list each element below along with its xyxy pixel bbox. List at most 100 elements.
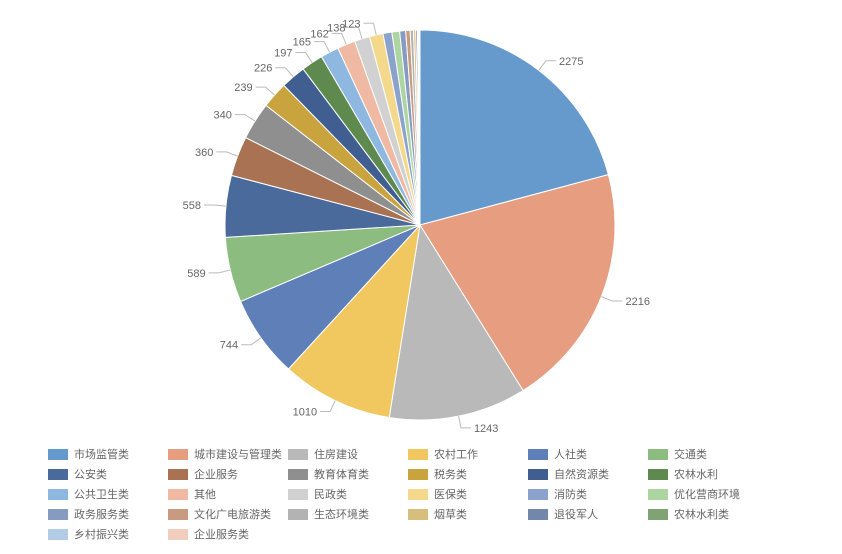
legend-swatch bbox=[528, 509, 548, 520]
legend-item: 消防类 bbox=[528, 486, 648, 502]
leader-line bbox=[364, 23, 377, 35]
leader-line bbox=[204, 205, 226, 206]
legend-item: 烟草类 bbox=[408, 506, 528, 522]
legend-item: 优化营商环境 bbox=[648, 486, 768, 502]
legend-swatch bbox=[288, 449, 308, 460]
slice-value-label: 1243 bbox=[474, 423, 498, 435]
leader-line bbox=[601, 297, 622, 301]
slice-value-label: 162 bbox=[310, 28, 328, 40]
legend-swatch bbox=[48, 469, 68, 480]
legend-swatch bbox=[528, 489, 548, 500]
legend-label: 乡村振兴类 bbox=[74, 526, 129, 542]
legend-item: 民政类 bbox=[288, 486, 408, 502]
legend: 市场监管类 城市建设与管理类 住房建设 农村工作 人社类 交通类公安类 企业服务 教育体育类 税… bbox=[48, 446, 808, 546]
legend-label: 消防类 bbox=[554, 486, 587, 502]
slice-value-label: 1010 bbox=[293, 406, 317, 418]
slice-value-label: 197 bbox=[274, 48, 292, 60]
legend-item: 企业服务 bbox=[168, 466, 288, 482]
legend-swatch bbox=[48, 489, 68, 500]
leader-line bbox=[314, 42, 330, 53]
legend-swatch bbox=[168, 449, 188, 460]
legend-item: 公共卫生类 bbox=[48, 486, 168, 502]
legend-label: 公安类 bbox=[74, 466, 107, 482]
slice-value-label: 2216 bbox=[626, 296, 650, 308]
legend-item: 住房建设 bbox=[288, 446, 408, 462]
legend-label: 退役军人 bbox=[554, 506, 598, 522]
legend-item: 公安类 bbox=[48, 466, 168, 482]
legend-swatch bbox=[48, 529, 68, 540]
slice-value-label: 589 bbox=[187, 268, 205, 280]
legend-swatch bbox=[288, 469, 308, 480]
legend-label: 生态环境类 bbox=[314, 506, 369, 522]
legend-item: 市场监管类 bbox=[48, 446, 168, 462]
legend-swatch bbox=[48, 449, 68, 460]
legend-label: 教育体育类 bbox=[314, 466, 369, 482]
leader-line bbox=[241, 338, 261, 345]
legend-swatch bbox=[288, 509, 308, 520]
leader-line bbox=[256, 87, 275, 95]
legend-item: 税务类 bbox=[408, 466, 528, 482]
legend-label: 交通类 bbox=[674, 446, 707, 462]
legend-item: 农林水利类 bbox=[648, 506, 768, 522]
legend-label: 市场监管类 bbox=[74, 446, 129, 462]
legend-swatch bbox=[408, 469, 428, 480]
legend-label: 税务类 bbox=[434, 466, 467, 482]
slice-value-label: 340 bbox=[214, 110, 232, 122]
slice-value-label: 226 bbox=[254, 63, 272, 75]
legend-item: 农林水利 bbox=[648, 466, 768, 482]
slice-value-label: 744 bbox=[220, 340, 238, 352]
legend-swatch bbox=[168, 469, 188, 480]
legend-swatch bbox=[408, 489, 428, 500]
legend-label: 自然资源类 bbox=[554, 466, 609, 482]
legend-swatch bbox=[168, 529, 188, 540]
legend-label: 政务服务类 bbox=[74, 506, 129, 522]
leader-line bbox=[275, 68, 293, 77]
leader-line bbox=[320, 401, 335, 412]
legend-label: 烟草类 bbox=[434, 506, 467, 522]
legend-swatch bbox=[528, 449, 548, 460]
legend-label: 企业服务类 bbox=[194, 526, 249, 542]
legend-item: 自然资源类 bbox=[528, 466, 648, 482]
pie-slice bbox=[419, 30, 420, 225]
leader-line bbox=[235, 115, 255, 121]
legend-swatch bbox=[408, 449, 428, 460]
pie-chart-container: 2275 2216 1243 1010 744 589 558 360 340 239226197… bbox=[0, 0, 842, 554]
legend-item: 教育体育类 bbox=[288, 466, 408, 482]
legend-item: 政务服务类 bbox=[48, 506, 168, 522]
legend-label: 文化广电旅游类 bbox=[194, 506, 271, 522]
slice-value-label: 123 bbox=[342, 18, 360, 30]
slice-value-label: 239 bbox=[234, 82, 252, 94]
legend-swatch bbox=[288, 489, 308, 500]
legend-label: 民政类 bbox=[314, 486, 347, 502]
legend-label: 企业服务 bbox=[194, 466, 238, 482]
legend-label: 农林水利类 bbox=[674, 506, 729, 522]
leader-line bbox=[332, 33, 347, 44]
leader-line bbox=[209, 270, 231, 273]
legend-label: 优化营商环境 bbox=[674, 486, 740, 502]
legend-item: 生态环境类 bbox=[288, 506, 408, 522]
legend-item: 企业服务类 bbox=[168, 526, 288, 542]
leader-line bbox=[459, 416, 471, 428]
legend-swatch bbox=[648, 489, 668, 500]
legend-label: 城市建设与管理类 bbox=[194, 446, 282, 462]
legend-label: 其他 bbox=[194, 486, 216, 502]
legend-item: 乡村振兴类 bbox=[48, 526, 168, 542]
legend-swatch bbox=[648, 449, 668, 460]
legend-label: 住房建设 bbox=[314, 446, 358, 462]
legend-item: 文化广电旅游类 bbox=[168, 506, 288, 522]
legend-item: 人社类 bbox=[528, 446, 648, 462]
legend-item: 交通类 bbox=[648, 446, 768, 462]
slice-value-label: 2275 bbox=[559, 56, 583, 68]
legend-swatch bbox=[168, 509, 188, 520]
legend-label: 农村工作 bbox=[434, 446, 478, 462]
slice-value-label: 165 bbox=[293, 37, 311, 49]
slice-value-label: 558 bbox=[183, 200, 201, 212]
legend-item: 城市建设与管理类 bbox=[168, 446, 288, 462]
slice-value-label: 360 bbox=[195, 147, 213, 159]
legend-swatch bbox=[528, 469, 548, 480]
legend-item: 退役军人 bbox=[528, 506, 648, 522]
leader-line bbox=[295, 53, 312, 63]
legend-item: 医保类 bbox=[408, 486, 528, 502]
legend-swatch bbox=[408, 509, 428, 520]
legend-label: 医保类 bbox=[434, 486, 467, 502]
